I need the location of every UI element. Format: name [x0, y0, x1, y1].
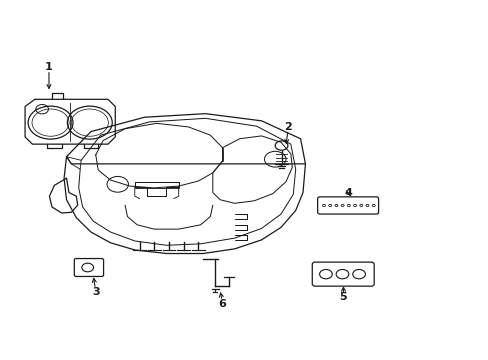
Text: 2: 2 — [284, 122, 292, 132]
Text: 4: 4 — [344, 188, 351, 198]
Text: 5: 5 — [339, 292, 346, 302]
Text: 3: 3 — [92, 287, 100, 297]
Text: 6: 6 — [218, 299, 226, 309]
Text: 1: 1 — [45, 62, 53, 72]
